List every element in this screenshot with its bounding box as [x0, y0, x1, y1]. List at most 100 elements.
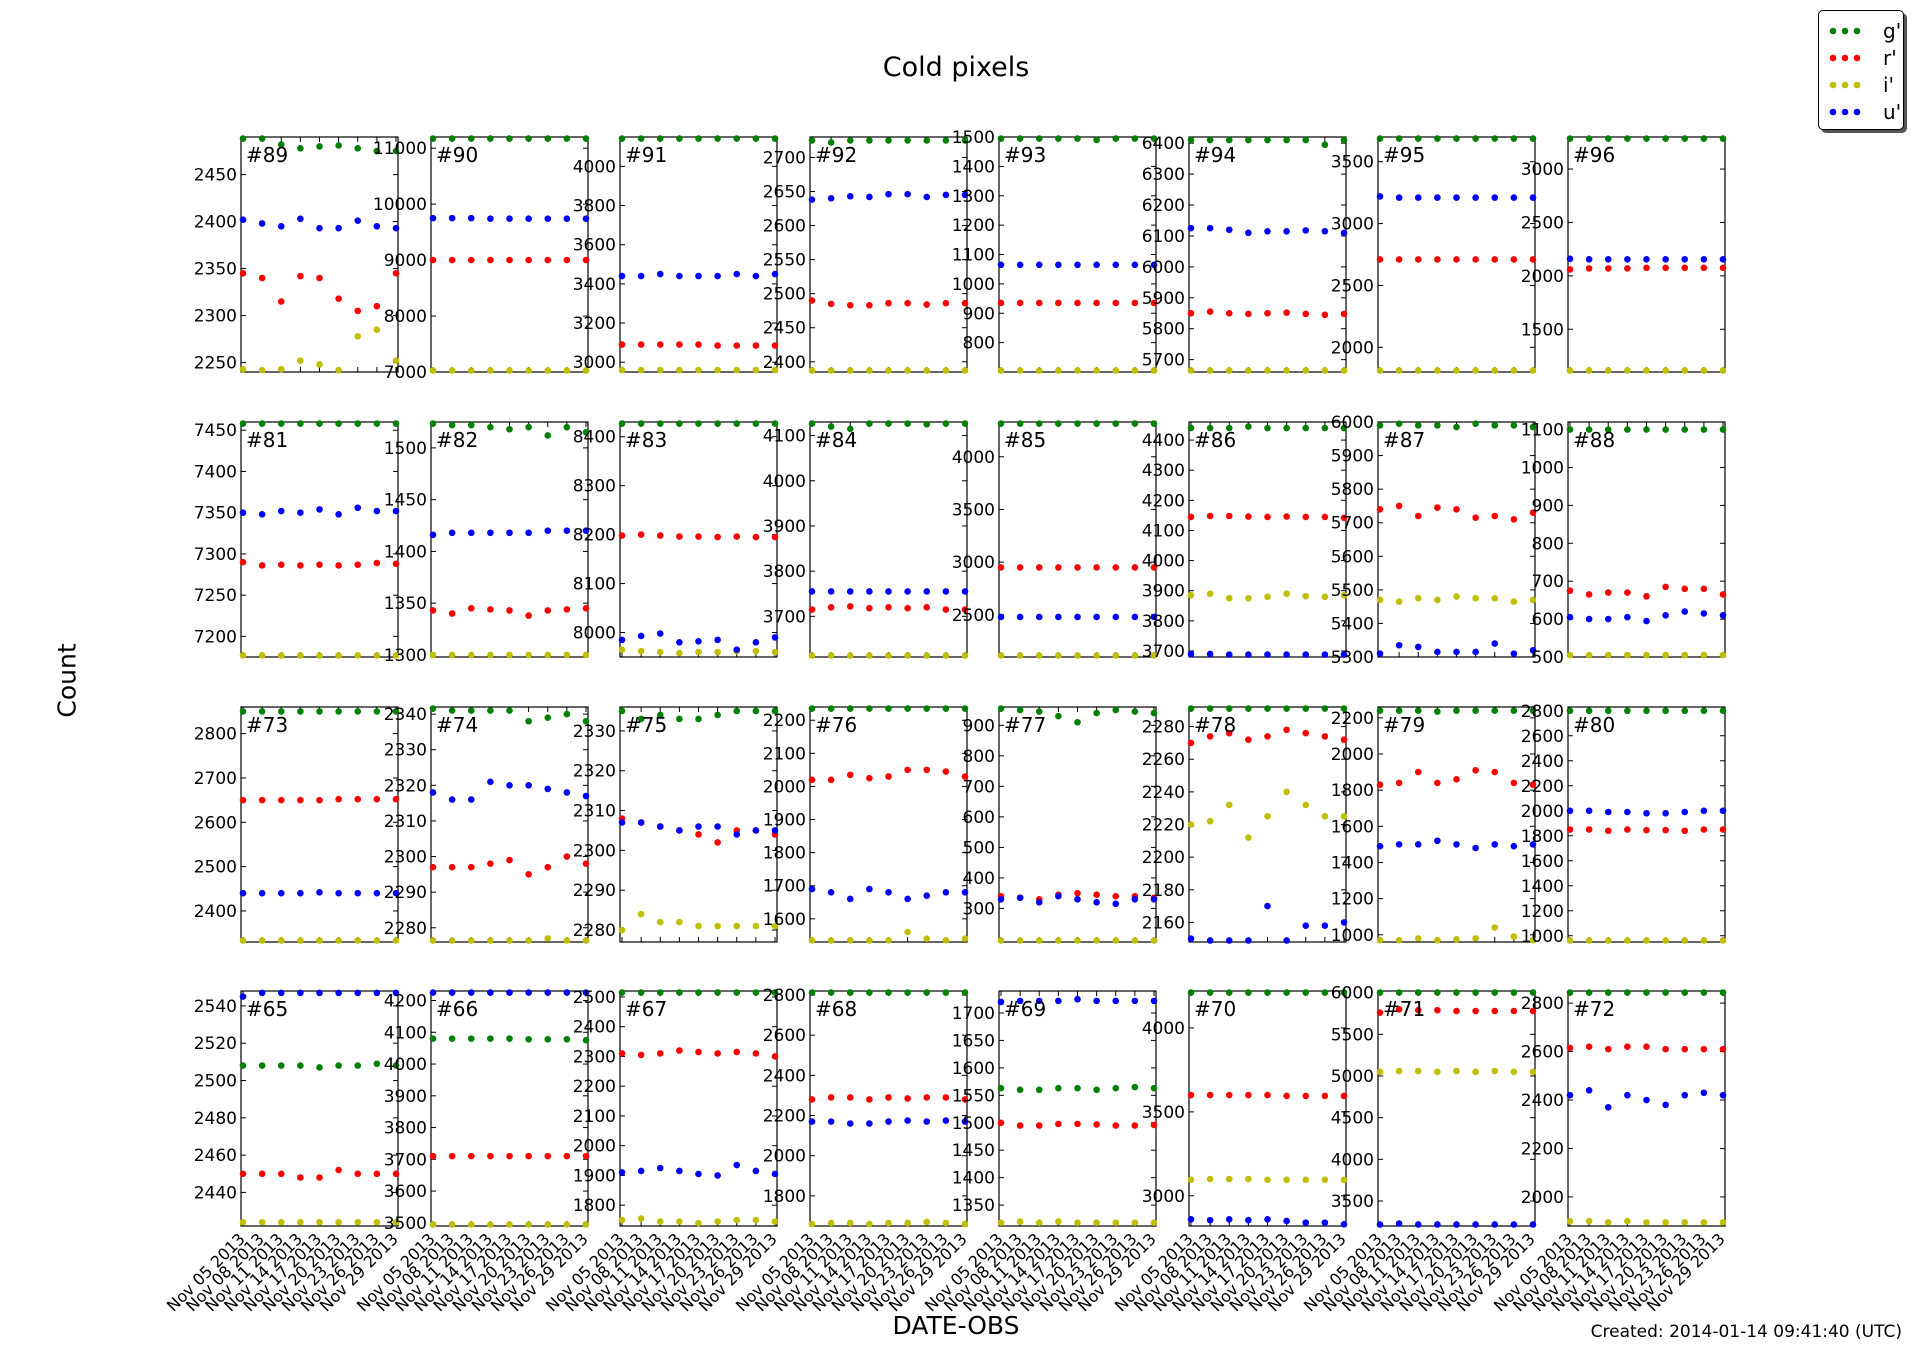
data-point — [1414, 594, 1422, 602]
data-point — [1093, 899, 1100, 906]
data-point — [1585, 826, 1593, 833]
y-tick-label: 2650 — [763, 182, 806, 202]
data-point — [808, 588, 816, 595]
data-point — [752, 342, 760, 349]
y-tick-label: 2240 — [1142, 783, 1185, 803]
panel-frame — [998, 136, 1157, 373]
legend-item: g' — [1827, 17, 1903, 45]
data-point — [1245, 513, 1252, 520]
data-point — [1340, 1092, 1348, 1100]
y-tick-label: 2100 — [763, 744, 806, 764]
y-tick-label: 1900 — [573, 1166, 616, 1186]
data-point — [1302, 1176, 1310, 1184]
data-point — [1283, 424, 1290, 432]
data-point — [1245, 423, 1252, 430]
y-tick-label: 1700 — [952, 1004, 995, 1024]
data-point — [1434, 936, 1441, 944]
data-point — [904, 299, 911, 307]
data-point — [676, 341, 683, 348]
panel-label: #85 — [1004, 428, 1046, 452]
data-point — [1585, 591, 1593, 598]
data-point — [1529, 596, 1537, 604]
data-point — [637, 341, 645, 348]
data-point — [827, 1094, 835, 1101]
data-point — [1491, 367, 1499, 374]
data-point — [1604, 367, 1612, 374]
data-point — [637, 420, 645, 427]
data-point — [904, 766, 911, 774]
data-point — [885, 773, 892, 780]
y-tick-label: 2000 — [573, 1137, 616, 1157]
data-point — [1340, 229, 1348, 237]
data-point — [1662, 1101, 1669, 1109]
data-point — [1585, 707, 1593, 715]
y-tick-label: 1900 — [763, 811, 806, 831]
data-point — [1604, 937, 1612, 944]
data-point — [695, 1048, 702, 1056]
y-tick-label: 3900 — [384, 1087, 427, 1107]
data-point — [1206, 733, 1214, 740]
data-point — [1150, 420, 1158, 427]
data-point — [808, 937, 816, 944]
data-point — [1302, 1092, 1310, 1100]
data-point — [1604, 808, 1612, 816]
data-point — [1604, 615, 1612, 623]
data-point — [1662, 809, 1669, 817]
data-point — [467, 1035, 475, 1042]
legend-marker — [1829, 108, 1861, 116]
data-point — [544, 367, 552, 374]
data-point — [1414, 194, 1422, 201]
data-point — [1321, 424, 1329, 432]
data-point — [997, 1219, 1005, 1227]
legend-label: i' — [1883, 73, 1895, 97]
y-tick-label: 1650 — [952, 1031, 995, 1051]
data-point — [1302, 227, 1310, 234]
data-point — [544, 651, 552, 659]
data-point — [467, 529, 475, 537]
data-point — [1321, 311, 1329, 319]
data-point — [866, 989, 873, 996]
data-point — [1093, 136, 1100, 144]
panel-label: #65 — [246, 997, 288, 1021]
y-tick-label: 4100 — [763, 427, 806, 447]
data-point — [942, 768, 950, 775]
data-point — [1321, 989, 1329, 996]
data-point — [258, 989, 266, 997]
data-point — [1264, 902, 1271, 910]
y-tick-label: 2180 — [1142, 881, 1185, 901]
panel-label: #92 — [815, 143, 857, 167]
data-point — [1700, 651, 1708, 659]
data-point — [582, 256, 590, 264]
data-point — [923, 1118, 931, 1125]
panel: 1600 1700 1800 1900 2000 2100 2200 #76 — [763, 705, 969, 944]
y-tick-label: 2450 — [763, 319, 806, 339]
data-point — [582, 527, 590, 535]
data-point — [637, 272, 645, 280]
data-point — [1395, 1220, 1403, 1227]
data-point — [373, 507, 381, 515]
data-point — [429, 135, 437, 142]
data-point — [771, 135, 779, 142]
data-point — [1074, 367, 1081, 374]
panel-label: #68 — [815, 997, 857, 1021]
data-point — [1112, 892, 1120, 900]
panel-label: #74 — [436, 713, 478, 737]
y-tick-label: 600 — [963, 808, 995, 828]
y-tick-label: 8300 — [573, 477, 616, 497]
data-point — [1566, 255, 1574, 263]
data-point — [239, 1062, 247, 1069]
data-point — [1681, 367, 1689, 374]
data-point — [373, 652, 381, 659]
data-point — [1566, 937, 1574, 944]
data-point — [771, 989, 779, 996]
data-point — [637, 531, 645, 538]
y-tick-label: 2520 — [194, 1034, 237, 1054]
y-tick-label: 7350 — [194, 504, 237, 524]
data-point — [1055, 367, 1062, 374]
data-point — [277, 561, 285, 568]
y-tick-label: 1000 — [1521, 927, 1564, 947]
data-point — [1472, 1221, 1479, 1228]
data-point — [1150, 299, 1158, 307]
data-point — [335, 795, 342, 803]
